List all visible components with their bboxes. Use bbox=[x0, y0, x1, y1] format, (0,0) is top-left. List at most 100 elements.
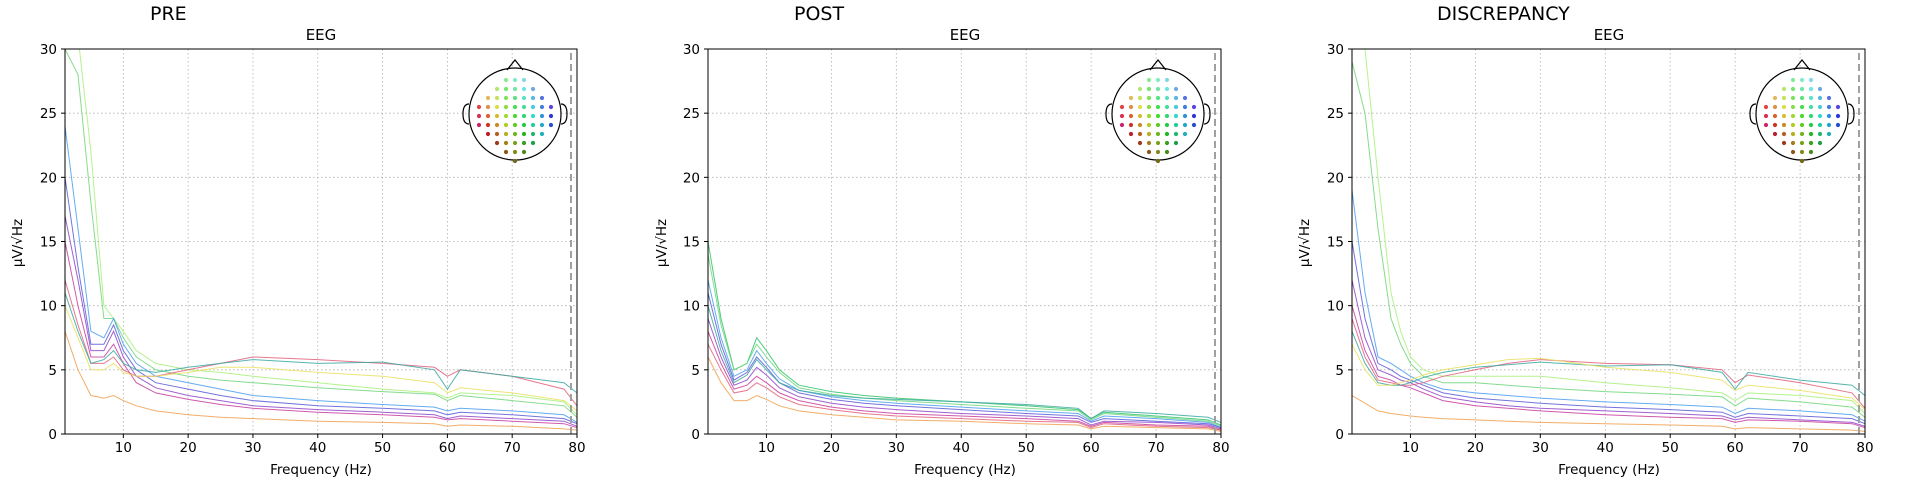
sensor-dot bbox=[1146, 77, 1152, 83]
sensor-dot bbox=[1808, 77, 1814, 83]
sensor-dot bbox=[1191, 122, 1197, 128]
sensor-dot bbox=[1799, 149, 1805, 155]
x-tick-label: 20 bbox=[823, 440, 840, 456]
sensor-dot bbox=[1128, 131, 1134, 137]
sensor-dot bbox=[1772, 122, 1778, 128]
sensor-dot bbox=[530, 140, 536, 146]
y-axis-label: µV/√Hz bbox=[10, 219, 26, 267]
sensor-dot bbox=[1182, 113, 1188, 119]
sensor-dot bbox=[1781, 131, 1787, 137]
sensor-dot bbox=[1164, 140, 1170, 146]
sensor-dot bbox=[485, 104, 491, 110]
y-tick-label: 0 bbox=[48, 427, 57, 443]
series-line bbox=[65, 49, 577, 418]
sensor-dot bbox=[1763, 122, 1769, 128]
y-tick-label: 5 bbox=[48, 363, 57, 379]
axes-title: EEG bbox=[950, 26, 981, 44]
sensor-dot bbox=[512, 113, 518, 119]
sensor-dot bbox=[1808, 149, 1814, 155]
x-tick-label: 50 bbox=[374, 440, 391, 456]
sensor-dot bbox=[1155, 86, 1161, 92]
y-tick-label: 10 bbox=[40, 299, 57, 315]
sensor-dot bbox=[1790, 104, 1796, 110]
sensor-dot bbox=[1772, 131, 1778, 137]
sensor-dot bbox=[1155, 77, 1161, 83]
sensor-dot bbox=[494, 95, 500, 101]
sensor-dot bbox=[1790, 149, 1796, 155]
sensor-dot bbox=[539, 104, 545, 110]
sensor-dot bbox=[1173, 104, 1179, 110]
sensor-location-inset bbox=[462, 59, 568, 164]
sensor-dot bbox=[530, 95, 536, 101]
sensor-dot bbox=[548, 122, 554, 128]
head-ear-right bbox=[560, 103, 568, 125]
sensor-dot bbox=[1155, 122, 1161, 128]
sensor-dot bbox=[1182, 131, 1188, 137]
sensor-dot bbox=[1817, 86, 1823, 92]
x-tick-label: 70 bbox=[1147, 440, 1164, 456]
sensor-dot bbox=[1119, 113, 1125, 119]
figure-title: POST bbox=[794, 3, 844, 25]
sensor-dot bbox=[539, 122, 545, 128]
sensor-dot bbox=[1146, 86, 1152, 92]
y-tick-label: 25 bbox=[1327, 106, 1344, 122]
sensor-dot bbox=[1826, 95, 1832, 101]
sensor-dot bbox=[1173, 131, 1179, 137]
sensor-dot bbox=[1182, 104, 1188, 110]
sensor-dot bbox=[539, 95, 545, 101]
sensor-dot bbox=[1808, 113, 1814, 119]
sensor-dot bbox=[1826, 131, 1832, 137]
sensor-dot bbox=[1835, 104, 1841, 110]
sensor-dot bbox=[1799, 77, 1805, 83]
sensor-dot bbox=[1173, 86, 1179, 92]
y-tick-label: 0 bbox=[1335, 427, 1344, 443]
sensor-dot bbox=[512, 86, 518, 92]
sensor-dot bbox=[1155, 140, 1161, 146]
sensor-dot bbox=[548, 113, 554, 119]
panel-discrepancy: DISCREPANCY EEG Frequency (Hz) µV/√Hz 10… bbox=[1297, 3, 1874, 478]
series-line bbox=[1352, 318, 1865, 409]
sensor-dot bbox=[512, 149, 518, 155]
sensor-dot bbox=[1155, 95, 1161, 101]
sensor-dot bbox=[1164, 122, 1170, 128]
head-nose bbox=[1793, 59, 1811, 71]
sensor-dot bbox=[1128, 113, 1134, 119]
sensor-dot bbox=[521, 122, 527, 128]
sensor-dot bbox=[476, 113, 482, 119]
sensor-dot bbox=[1817, 122, 1823, 128]
sensor-dot bbox=[1137, 95, 1143, 101]
sensor-dot bbox=[512, 140, 518, 146]
sensor-dot bbox=[494, 122, 500, 128]
sensor-dot bbox=[1191, 104, 1197, 110]
sensor-dot bbox=[1137, 131, 1143, 137]
sensor-dot bbox=[1164, 86, 1170, 92]
sensor-dot bbox=[1173, 122, 1179, 128]
sensor-dot bbox=[503, 95, 509, 101]
sensor-dot bbox=[512, 77, 518, 83]
sensor-dot bbox=[1835, 122, 1841, 128]
sensor-dot bbox=[503, 113, 509, 119]
sensor-dot bbox=[1146, 149, 1152, 155]
sensor-location-inset bbox=[1749, 59, 1855, 164]
sensor-dot bbox=[1817, 113, 1823, 119]
x-tick-label: 60 bbox=[1083, 440, 1100, 456]
sensor-dot bbox=[1790, 113, 1796, 119]
y-tick-label: 25 bbox=[683, 106, 700, 122]
sensor-dot bbox=[1808, 122, 1814, 128]
sensor-dot bbox=[1155, 149, 1161, 155]
sensor-dot bbox=[1835, 113, 1841, 119]
series-line bbox=[1352, 343, 1865, 410]
sensor-dot bbox=[1164, 104, 1170, 110]
sensor-dot bbox=[1191, 113, 1197, 119]
sensor-dot bbox=[476, 104, 482, 110]
series-line bbox=[1352, 305, 1865, 429]
head-nose bbox=[1149, 59, 1167, 71]
sensor-dot bbox=[1772, 113, 1778, 119]
x-tick-label: 30 bbox=[1532, 440, 1549, 456]
sensor-dot bbox=[512, 104, 518, 110]
y-tick-label: 10 bbox=[1327, 299, 1344, 315]
series-line bbox=[65, 241, 577, 429]
sensor-dot bbox=[1781, 122, 1787, 128]
